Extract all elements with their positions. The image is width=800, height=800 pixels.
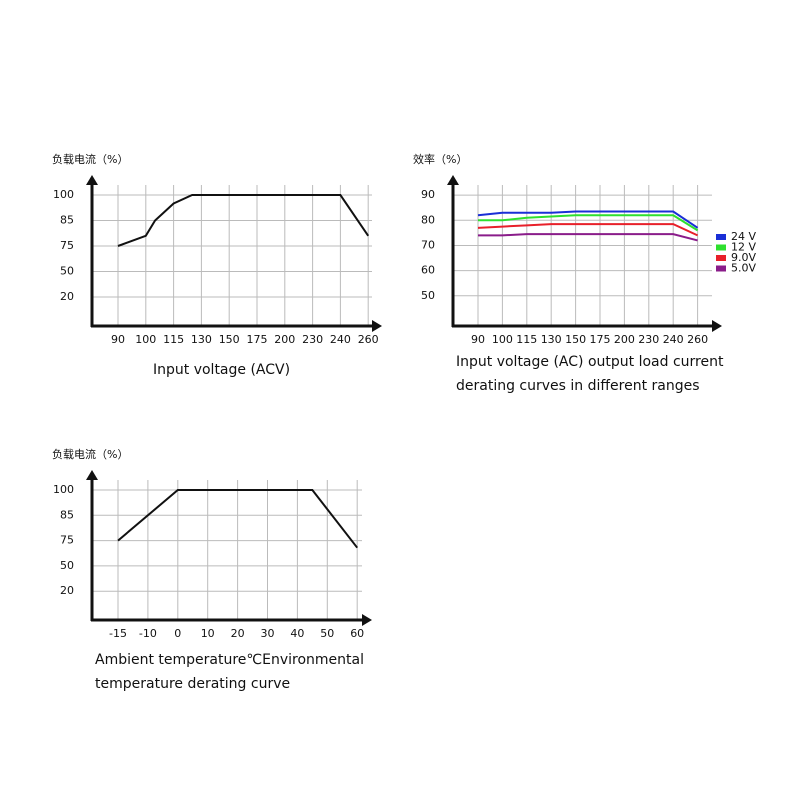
x-tick-label: 260	[687, 333, 708, 346]
x-tick-label: 150	[219, 333, 240, 346]
y-tick-label: 50	[421, 289, 435, 302]
x-tick-label: 230	[638, 333, 659, 346]
data-line	[477, 210, 699, 229]
y-tick-label: 100	[53, 188, 74, 201]
legend-swatch	[716, 255, 726, 261]
legend-swatch	[716, 244, 726, 251]
y-tick-label: 75	[60, 239, 74, 252]
x-tick-label: 130	[191, 333, 212, 346]
y-tick-label: 90	[421, 188, 435, 201]
axis-arrow	[86, 470, 98, 480]
y-tick-label: 70	[421, 238, 435, 251]
x-tick-label: 90	[111, 333, 125, 346]
y-tick-label: 100	[53, 483, 74, 496]
x-tick-label: 100	[492, 333, 513, 346]
x-tick-label: 200	[614, 333, 635, 346]
x-tick-label: 50	[320, 627, 334, 640]
x-tick-label: 40	[290, 627, 304, 640]
x-tick-label: 0	[174, 627, 181, 640]
x-tick-label: 60	[350, 627, 364, 640]
legend-label: 5.0V	[731, 262, 756, 275]
data-line	[477, 223, 699, 237]
data-line	[117, 489, 358, 549]
x-tick-label: 240	[330, 333, 351, 346]
x-tick-label: 200	[274, 333, 295, 346]
axis-arrow	[86, 175, 98, 185]
y-tick-label: 80	[421, 213, 435, 226]
y-tick-label: 85	[60, 214, 74, 227]
y-tick-label: 50	[60, 265, 74, 278]
x-tick-label: 150	[565, 333, 586, 346]
y-tick-label: 20	[60, 584, 74, 597]
legend-swatch	[716, 265, 726, 272]
data-line	[117, 194, 370, 247]
chart-title: 负载电流（%）	[52, 447, 128, 461]
data-line	[478, 214, 699, 232]
x-tick-label: 100	[135, 333, 156, 346]
y-tick-label: 75	[60, 534, 74, 547]
axis-arrow	[372, 320, 382, 332]
x-tick-label: 20	[231, 627, 245, 640]
legend-swatch	[716, 234, 726, 240]
x-tick-label: 175	[590, 333, 611, 346]
x-tick-label: 130	[541, 333, 562, 346]
y-tick-label: 50	[60, 559, 74, 572]
x-tick-label: 260	[358, 333, 379, 346]
axis-arrow	[712, 320, 722, 332]
legend-label: 12 V	[731, 241, 756, 254]
x-tick-label: 115	[516, 333, 537, 346]
caption: Input voltage (AC) output load current d…	[456, 354, 724, 394]
x-tick-label: 30	[261, 627, 275, 640]
caption: Input voltage (ACV)	[153, 362, 291, 378]
axis-arrow	[447, 175, 459, 185]
x-tick-label: 90	[471, 333, 485, 346]
data-line	[478, 233, 698, 242]
x-tick-label: 230	[302, 333, 323, 346]
x-tick-label: 240	[663, 333, 684, 346]
y-tick-label: 85	[60, 508, 74, 521]
x-tick-label: 115	[163, 333, 184, 346]
caption: Ambient temperature℃Environmental temper…	[95, 652, 365, 692]
x-tick-label: -15	[109, 627, 127, 640]
legend-label: 9.0V	[731, 251, 756, 264]
x-tick-label: 175	[247, 333, 268, 346]
y-tick-label: 20	[60, 290, 74, 303]
chart-title: 负载电流（%）	[52, 152, 128, 166]
y-tick-label: 60	[421, 264, 435, 277]
x-tick-label: -10	[139, 627, 157, 640]
axis-arrow	[362, 614, 372, 626]
chart-title: 效率（%）	[413, 152, 467, 166]
legend-label: 24 V	[731, 230, 756, 243]
x-tick-label: 10	[201, 627, 215, 640]
